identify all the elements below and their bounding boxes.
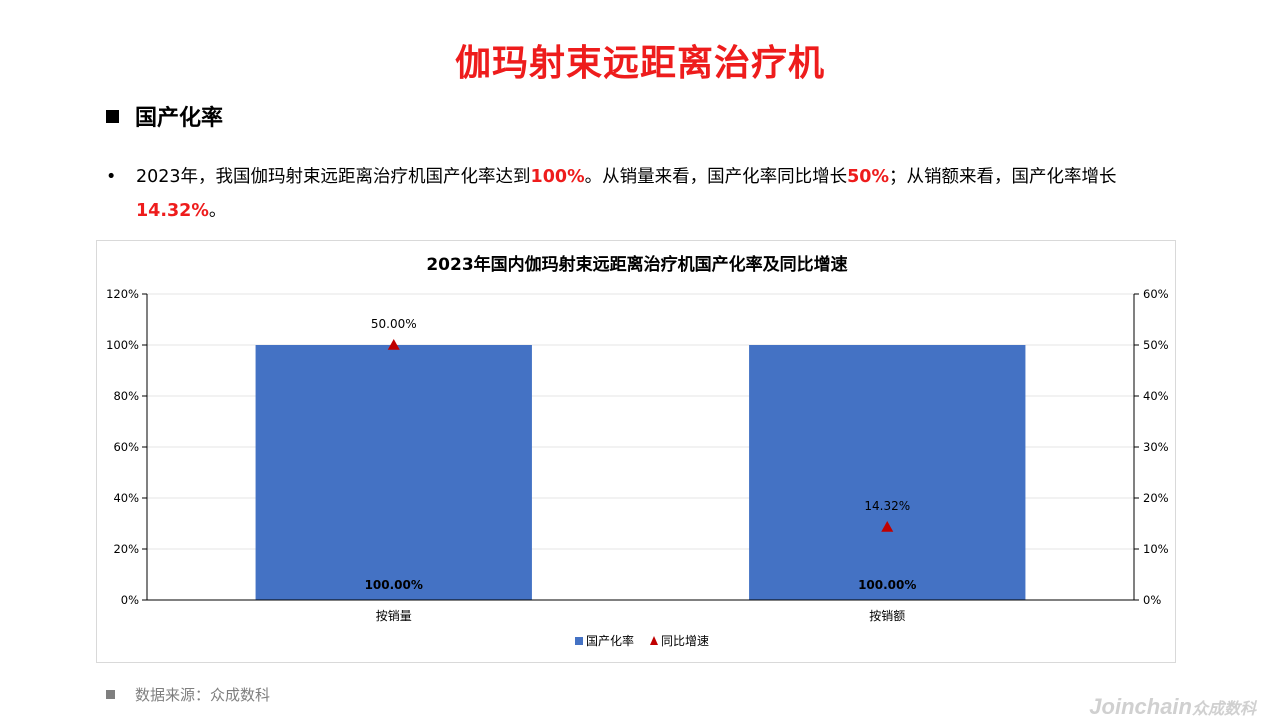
growth-data-label: 14.32% [864, 499, 910, 513]
y-right-tick-label: 0% [1143, 593, 1161, 607]
summary-segment: 。 [208, 201, 227, 221]
y-left-tick-label: 60% [113, 440, 139, 454]
bar [749, 345, 1026, 600]
watermark-sub: 众成数科 [1191, 701, 1256, 718]
summary-highlight: 100% [530, 167, 585, 187]
growth-marker [881, 520, 894, 532]
legend-bar-label: 国产化率 [586, 633, 634, 648]
square-bullet-icon [106, 109, 119, 123]
y-left-tick-label: 120% [106, 287, 139, 301]
y-left-tick-label: 80% [113, 389, 139, 403]
bar-data-label: 100.00% [858, 578, 916, 592]
watermark-main: Joinchain [1089, 694, 1192, 719]
bullet-icon: • [106, 167, 117, 187]
y-right-tick-label: 50% [1143, 338, 1169, 352]
legend-bar-swatch-icon [575, 637, 583, 645]
y-right-tick-label: 20% [1143, 491, 1169, 505]
y-right-tick-label: 30% [1143, 440, 1169, 454]
summary-segment: ；从销额来看，国产化率增长 [889, 167, 1117, 187]
page-title: 伽玛射束远距离治疗机 [454, 43, 825, 84]
source-square-icon [106, 690, 115, 699]
chart-container: 2023年国内伽玛射束远距离治疗机国产化率及同比增速 0% 20% 40% 60% 80%… [96, 240, 1176, 663]
growth-marker [387, 339, 400, 350]
y-left-tick-label: 100% [106, 338, 139, 352]
watermark-logo: Joinchain众成数科 [1089, 694, 1256, 720]
section-heading: 国产化率 [106, 100, 223, 132]
section-heading-text: 国产化率 [135, 106, 224, 131]
summary-highlight: 14.32% [136, 201, 209, 221]
x-tick-label: 按销量 [376, 609, 412, 623]
data-source: 数据来源：众成数科 [106, 684, 270, 705]
summary-text: 2023年，我国伽玛射束远距离治疗机国产化率达到100%。从销量来看，国产化率同… [136, 160, 1176, 228]
y-left-tick-label: 0% [121, 593, 139, 607]
y-left-tick-label: 40% [113, 491, 139, 505]
y-right-tick-label: 60% [1143, 287, 1169, 301]
y-right-tick-label: 40% [1143, 389, 1169, 403]
summary-segment: 。从销量来看，国产化率同比增长 [584, 167, 848, 187]
summary-highlight: 50% [847, 167, 890, 187]
source-text: 数据来源：众成数科 [135, 686, 271, 704]
y-right-tick-label: 10% [1143, 542, 1169, 556]
legend-marker-triangle-icon [650, 636, 658, 645]
summary-segment: 2023年，我国伽玛射束远距离治疗机国产化率达到 [136, 167, 531, 187]
bar [255, 345, 532, 600]
y-left-tick-label: 20% [113, 542, 139, 556]
x-tick-label: 按销额 [869, 609, 905, 623]
legend-marker-label: 同比增速 [661, 634, 709, 648]
summary-paragraph: • 2023年，我国伽玛射束远距离治疗机国产化率达到100%。从销量来看，国产化… [106, 160, 1176, 228]
growth-data-label: 50.00% [371, 317, 417, 331]
chart-title: 2023年国内伽玛射束远距离治疗机国产化率及同比增速 [426, 254, 847, 275]
bar-data-label: 100.00% [365, 578, 423, 592]
chart-svg: 2023年国内伽玛射束远距离治疗机国产化率及同比增速 0% 20% 40% 60% 80%… [106, 254, 1169, 648]
